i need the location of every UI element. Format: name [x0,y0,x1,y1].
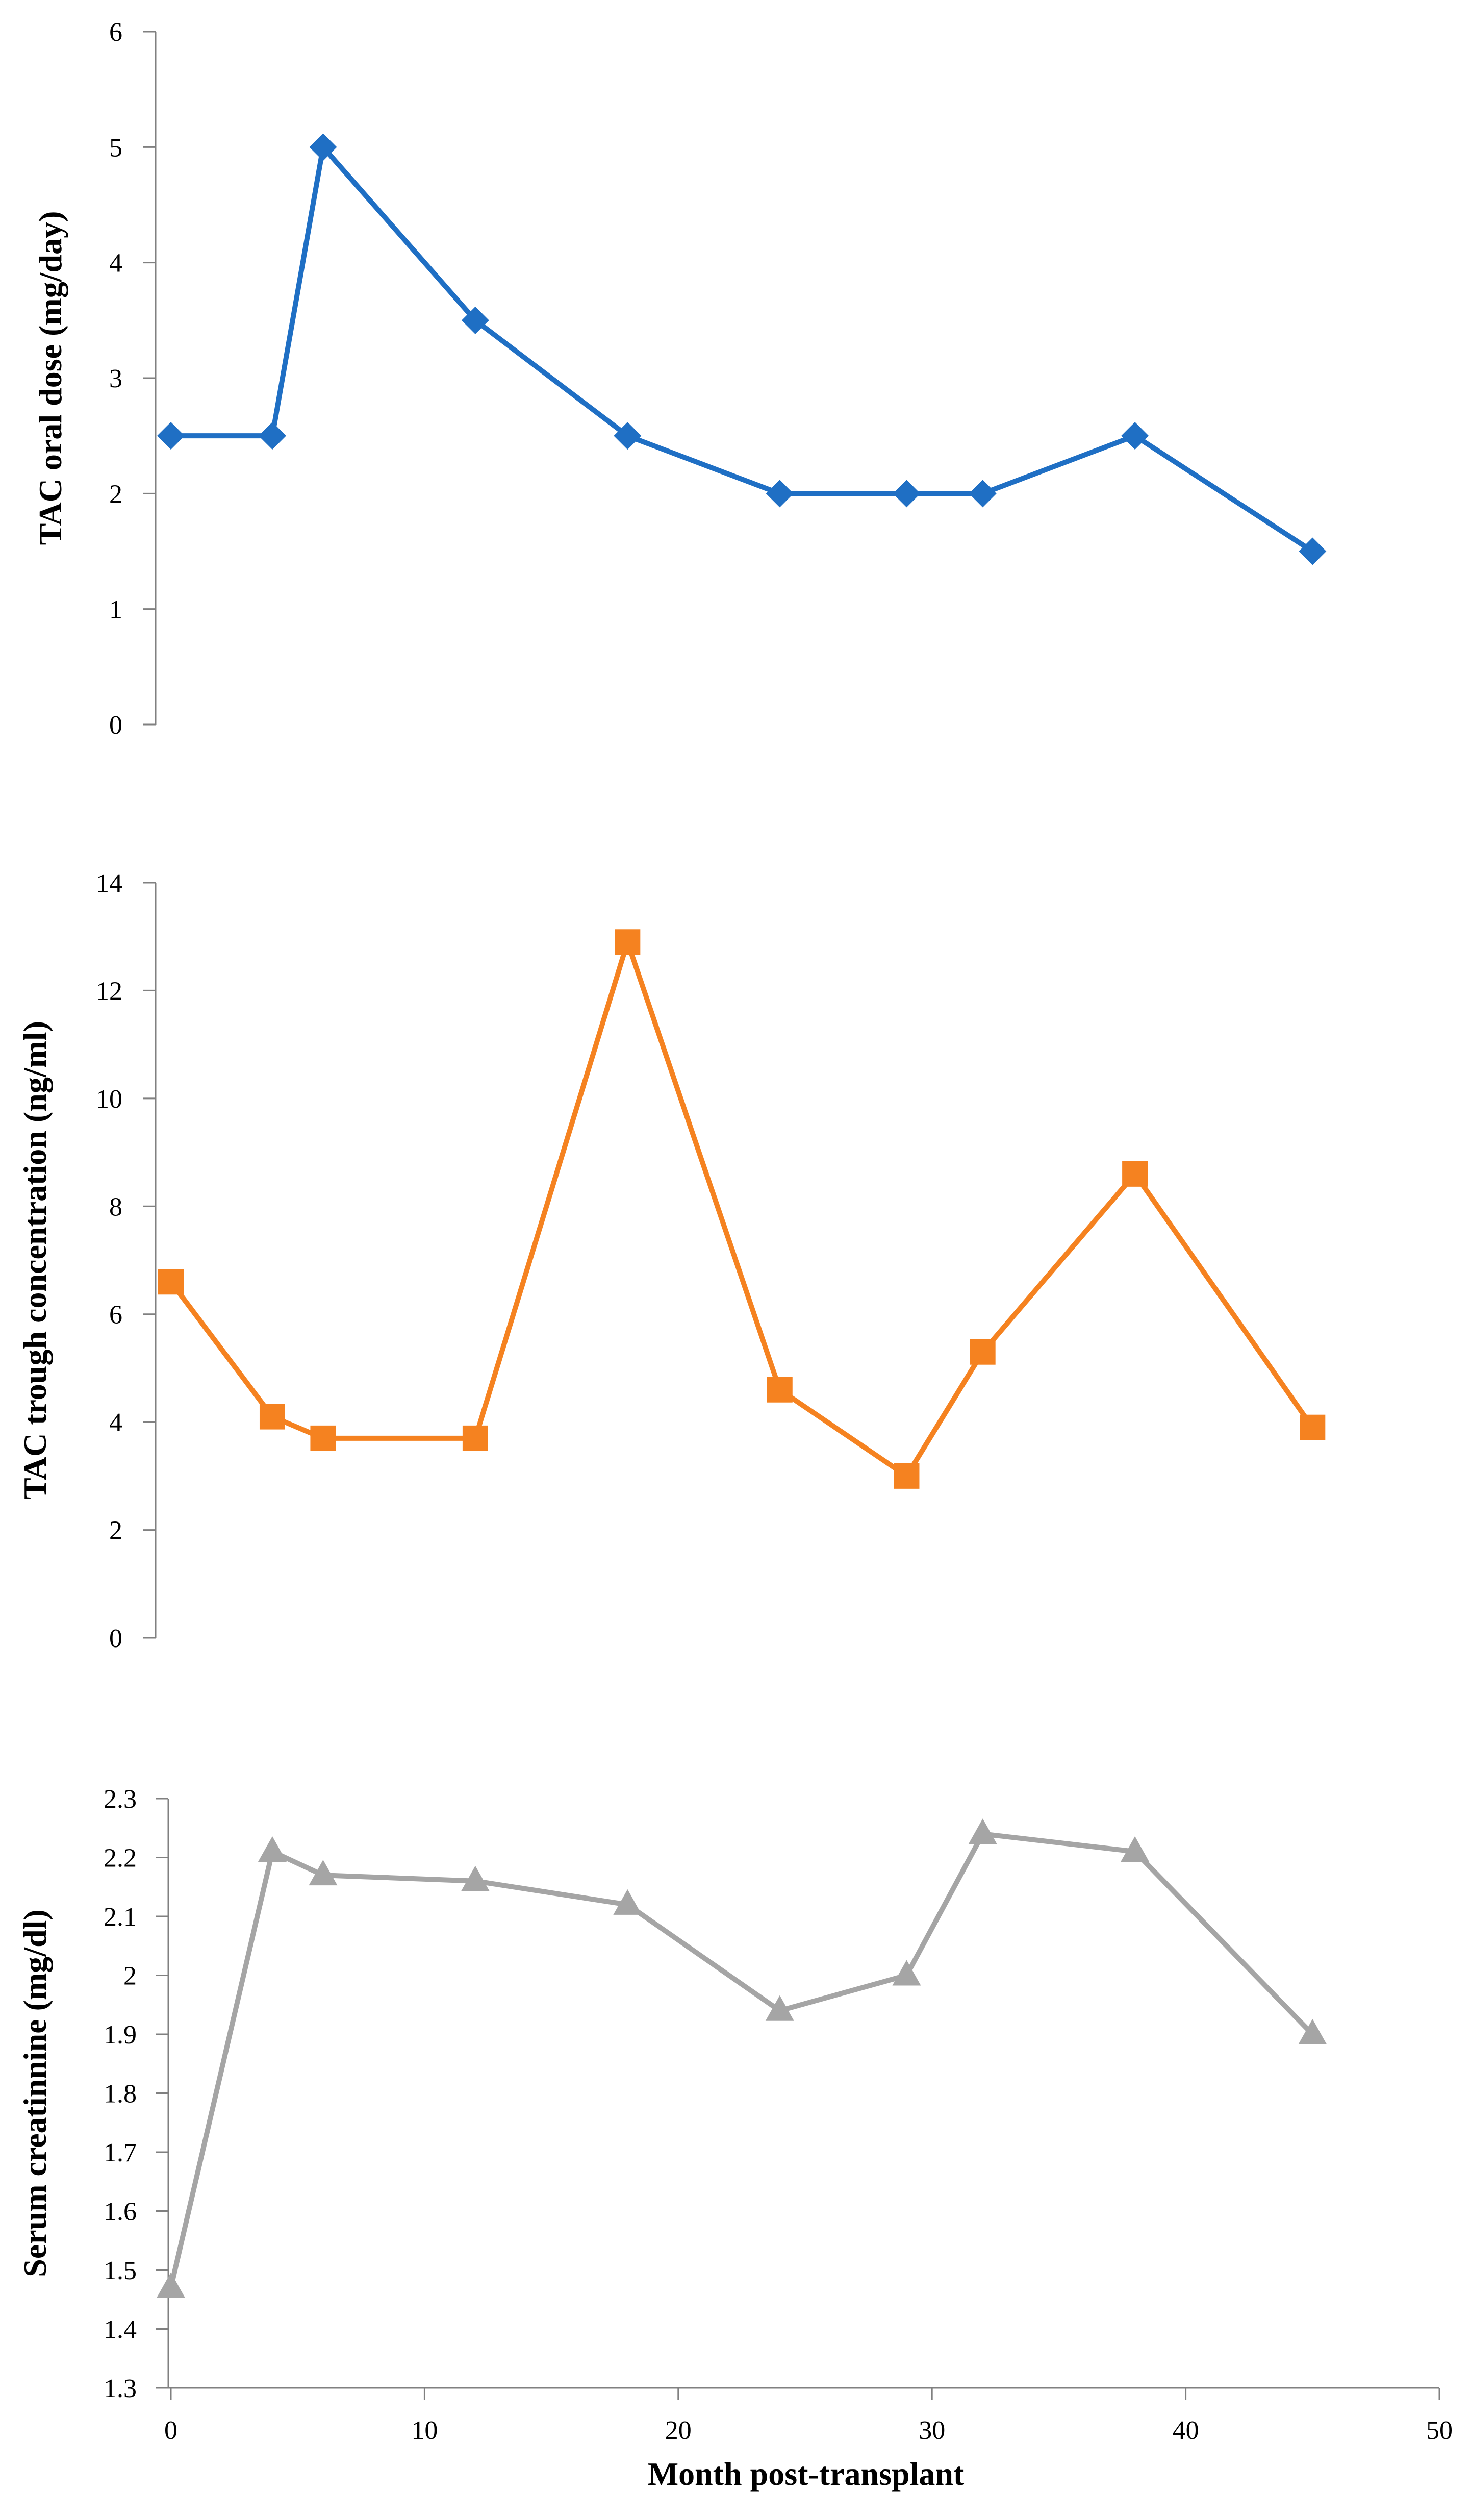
y-tick-label: 10 [96,1085,122,1114]
y-tick-label: 1.3 [104,2374,137,2403]
y-tick-label: 6 [109,18,122,47]
y-tick-label: 2 [109,480,122,509]
y-tick-label: 0 [109,1624,122,1653]
data-point-2 [309,1860,338,1886]
data-point-4 [615,929,641,955]
series-line [168,144,1315,554]
data-point-9 [1299,537,1327,565]
data-point-6 [894,1463,920,1489]
x-tick-label: 40 [1173,2416,1199,2445]
y-tick-label: 0 [109,711,122,740]
y-tick-label: 1.7 [104,2138,137,2167]
x-tick-label: 0 [164,2416,177,2445]
data-point-6 [893,480,921,508]
y-tick-label: 14 [96,869,122,898]
data-point-5 [765,1995,794,2021]
data-point-0 [158,1269,184,1295]
panel-tac-trough-concentration: TAC trough concentration (ng/ml) 0 2 4 6 8 10… [17,869,1326,1653]
data-point-5 [767,1377,793,1403]
x-tick-label: 10 [411,2416,438,2445]
data-point-3 [461,306,489,334]
data-point-9 [1298,2019,1327,2044]
data-point-3 [461,1865,490,1891]
y-tick-label: 4 [109,1408,122,1437]
data-point-1 [259,1404,285,1430]
data-point-6 [892,1960,921,1986]
y-tick-label: 12 [96,977,122,1006]
series-line [168,1831,1315,2290]
y-tick-label: 1.6 [104,2198,137,2227]
y-tick-label: 6 [109,1301,122,1330]
panel-tac-oral-dose: TAC oral dose (mg/day) 0 1 2 3 4 5 6 [32,18,1327,740]
y-tick-label: 2 [109,1516,122,1545]
y-tick-label: 1.9 [104,2020,137,2050]
data-point-8 [1121,1836,1150,1862]
data-point-4 [614,422,642,450]
y-axis-title: TAC oral dose (mg/day) [32,211,68,545]
y-axis-title: Serum creatinnine (mg/dl) [17,1909,53,2277]
y-tick-label: 2 [123,1962,137,1991]
y-tick-label: 3 [109,364,122,393]
y-tick-label: 2.3 [104,1785,137,1814]
y-tick-label: 5 [109,133,122,162]
y-axis-title: TAC trough concentration (ng/ml) [17,1021,53,1500]
data-point-7 [968,1818,997,1844]
data-point-7 [969,480,997,508]
x-tick-label: 20 [665,2416,692,2445]
x-tick-label: 50 [1426,2416,1453,2445]
y-tick-label: 2.1 [104,1903,137,1932]
data-point-2 [309,133,337,161]
data-point-2 [310,1425,336,1451]
series-line [168,939,1315,1479]
y-tick-label: 2.2 [104,1844,137,1873]
x-axis-title: Month post-transplant [648,2456,965,2492]
data-point-8 [1121,422,1149,450]
y-tick-label: 1.8 [104,2080,137,2109]
y-tick-label: 1.5 [104,2256,137,2285]
data-point-9 [1300,1414,1326,1440]
data-point-0 [157,2272,185,2298]
x-tick-label: 30 [919,2416,945,2445]
panel-serum-creatinine: Serum creatinnine (mg/dl) Month post-tra… [17,1785,1453,2492]
data-point-5 [766,480,794,508]
data-point-3 [462,1425,488,1451]
data-point-1 [258,1836,287,1862]
y-tick-label: 1.4 [104,2315,137,2344]
data-point-4 [613,1889,642,1915]
data-point-8 [1122,1161,1148,1187]
data-point-1 [258,422,286,450]
y-tick-label: 4 [109,249,122,278]
data-point-0 [157,422,185,450]
data-point-7 [970,1339,996,1365]
y-tick-label: 1 [109,595,122,625]
y-tick-label: 8 [109,1192,122,1221]
